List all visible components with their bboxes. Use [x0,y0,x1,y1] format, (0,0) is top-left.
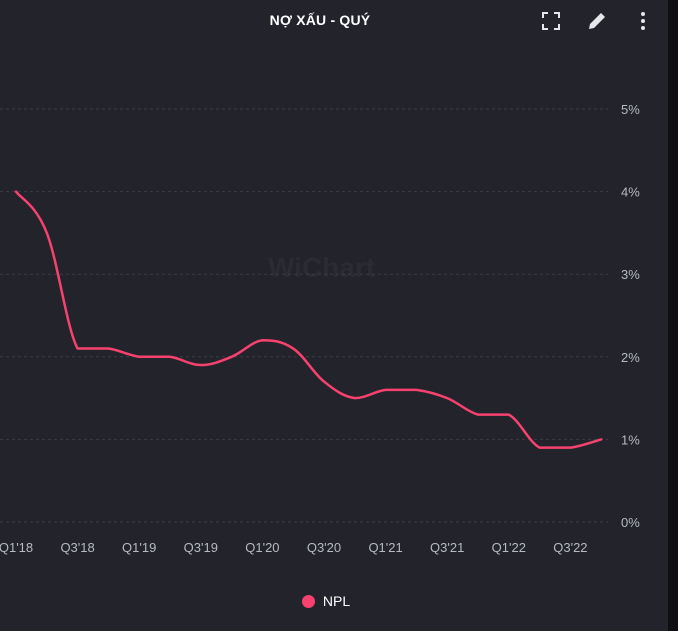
y-tick-label: 5% [621,102,640,117]
chart-title: NỢ XẤU - QUÝ [269,12,371,28]
x-tick-label: Q3'21 [430,540,464,555]
window-edge [668,0,678,631]
y-tick-label: 1% [621,432,640,447]
x-tick-label: Q1'19 [122,540,156,555]
legend[interactable]: NPL [0,593,652,609]
x-tick-label: Q3'20 [307,540,341,555]
fullscreen-icon[interactable] [538,8,564,34]
x-tick-label: Q1'22 [492,540,526,555]
series-line-npl [14,190,603,449]
legend-label: NPL [322,593,351,609]
y-tick-label: 3% [621,267,640,282]
x-tick-label: Q3'22 [553,540,587,555]
x-tick-label: Q3'18 [60,540,94,555]
x-tick-label: Q3'19 [184,540,218,555]
legend-marker [301,594,315,608]
chart-toolbar [538,8,656,34]
x-tick-label: Q1'21 [368,540,402,555]
y-tick-label: 2% [621,350,640,365]
y-tick-label: 4% [621,185,640,200]
y-tick-label: 0% [621,515,640,530]
x-tick-label: Q1'18 [0,540,33,555]
more-vertical-icon[interactable] [630,8,656,34]
pencil-icon[interactable] [584,8,610,34]
x-tick-label: Q1'20 [245,540,279,555]
watermark: WiChart [268,252,375,284]
line-chart: 0% 1% 2% 3% 4% 5% Q1'18 Q3'18 Q1'19 Q3'19 Q1'20 Q3'… [0,102,640,555]
